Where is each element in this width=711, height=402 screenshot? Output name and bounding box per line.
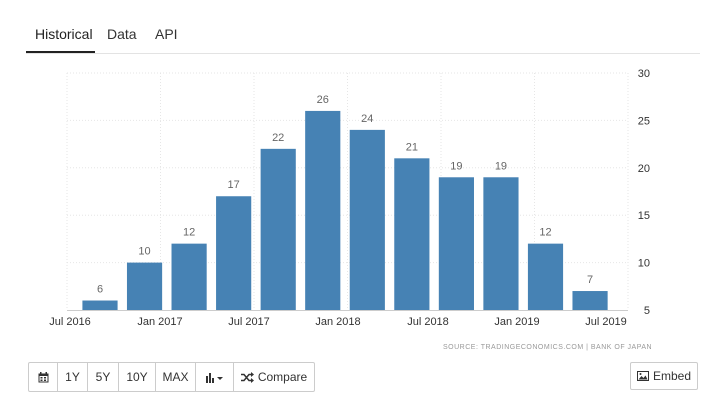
bar <box>82 300 118 310</box>
bar <box>394 158 430 310</box>
bar-chart: 5 10 15 20 25 30 6 10 12 17 22 26 24 21 19 19 12 7 Jul 201… <box>49 68 650 328</box>
bar <box>349 129 385 310</box>
bar-chart-icon <box>205 372 224 383</box>
calendar-button[interactable] <box>29 363 58 391</box>
x-tick-label: Jul 2016 <box>49 316 91 328</box>
bar <box>126 262 163 310</box>
tab-bar: Historical Data API <box>26 0 700 54</box>
bar <box>260 148 296 310</box>
x-tick-label: Jul 2018 <box>407 316 449 328</box>
chart-toolbar: 1Y 5Y 10Y MAX Compare <box>28 362 315 392</box>
range-1y-button[interactable]: 1Y <box>58 363 88 391</box>
y-tick-label: 10 <box>638 258 650 270</box>
data-label: 17 <box>228 179 240 191</box>
embed-button[interactable]: Embed <box>630 362 698 390</box>
bar <box>527 243 564 310</box>
data-label: 12 <box>183 227 195 239</box>
data-label: 12 <box>539 227 551 239</box>
shuffle-icon <box>240 371 254 383</box>
data-label: 10 <box>138 246 150 258</box>
y-tick-label: 25 <box>638 115 650 127</box>
bar <box>171 243 207 310</box>
data-label: 19 <box>450 160 462 172</box>
bar <box>438 177 474 310</box>
data-label: 21 <box>406 141 418 153</box>
x-tick-label: Jul 2017 <box>228 316 270 328</box>
calendar-icon <box>38 371 49 383</box>
x-tick-label: Jan 2017 <box>137 316 182 328</box>
compare-label: Compare <box>257 370 308 384</box>
y-tick-label: 20 <box>638 163 650 175</box>
y-tick-label: 15 <box>638 210 650 222</box>
compare-button[interactable]: Compare <box>234 363 314 391</box>
chart-type-button[interactable] <box>196 363 234 391</box>
x-tick-label: Jan 2018 <box>315 316 360 328</box>
range-5y-button[interactable]: 5Y <box>88 363 119 391</box>
y-tick-label: 5 <box>644 305 650 317</box>
tab-historical[interactable]: Historical <box>35 26 93 42</box>
embed-label: Embed <box>652 369 692 383</box>
range-max-button[interactable]: MAX <box>156 363 196 391</box>
data-label: 19 <box>495 160 507 172</box>
image-icon <box>636 371 649 381</box>
data-label: 7 <box>587 274 593 286</box>
y-tick-label: 30 <box>638 68 650 80</box>
tab-api[interactable]: API <box>155 26 178 42</box>
x-tick-label: Jul 2019 <box>585 316 627 328</box>
bar <box>216 196 252 310</box>
active-tab-indicator <box>26 51 95 53</box>
tab-data[interactable]: Data <box>107 26 137 42</box>
bar <box>305 110 341 310</box>
range-10y-button[interactable]: 10Y <box>119 363 156 391</box>
data-label: 24 <box>361 113 373 125</box>
bar <box>483 177 519 310</box>
bar <box>572 291 608 310</box>
data-label: 26 <box>317 94 329 106</box>
data-label: 22 <box>272 132 284 144</box>
source-text: SOURCE: TRADINGECONOMICS.COM | BANK OF J… <box>443 344 653 351</box>
x-tick-label: Jan 2019 <box>494 316 539 328</box>
data-label: 6 <box>97 284 103 296</box>
